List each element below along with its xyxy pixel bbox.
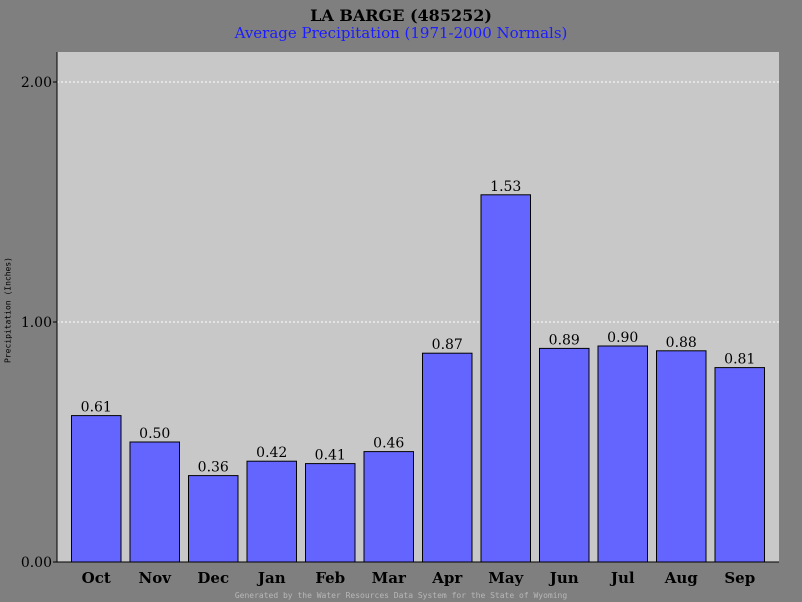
bar [129,441,180,563]
bar-value-label: 0.36 [198,460,229,476]
chart-title: LA BARGE (485252) [310,6,492,25]
bar-value-label: 0.87 [432,337,463,353]
bar-value-label: 1.53 [490,179,521,195]
bar-value-label: 0.46 [373,436,404,452]
bar-value-label: 0.50 [139,426,170,442]
y-tick-label: 2.00 [21,75,52,91]
x-tick-label: Oct [82,569,111,587]
bar-value-label: 0.61 [81,400,112,416]
bar [188,475,239,563]
bar-value-label: 0.90 [607,330,638,346]
bar-value-label: 0.42 [256,445,287,461]
bar-value-label: 0.81 [724,352,755,368]
bar [714,367,765,563]
bar [305,463,356,563]
bar-value-label: 0.89 [549,332,580,348]
bar [480,194,531,563]
x-tick-label: Dec [197,569,229,587]
y-tick-label: 0.00 [21,555,52,571]
bar [363,451,414,563]
y-tick-label: 1.00 [21,315,52,331]
bar [597,345,648,563]
x-tick-label: Nov [139,569,173,587]
bar [539,347,590,563]
bar [422,352,473,563]
chart-subtitle: Average Precipitation (1971-2000 Normals… [234,24,568,42]
x-tick-label: Jun [548,569,579,587]
x-tick-label: Jul [609,569,635,587]
x-tick-label: Apr [431,569,463,587]
x-tick-label: Mar [372,569,407,587]
x-tick-label: Sep [724,569,755,587]
bar-value-label: 0.88 [666,335,697,351]
x-tick-label: Jan [256,569,286,587]
footer-credit: Generated by the Water Resources Data Sy… [234,591,568,600]
bar [71,415,122,563]
x-tick-label: Feb [315,569,345,587]
bar [246,460,297,563]
x-tick-label: May [488,569,524,587]
bar-value-label: 0.41 [315,448,346,464]
bar [656,350,707,563]
x-tick-label: Aug [664,569,699,587]
